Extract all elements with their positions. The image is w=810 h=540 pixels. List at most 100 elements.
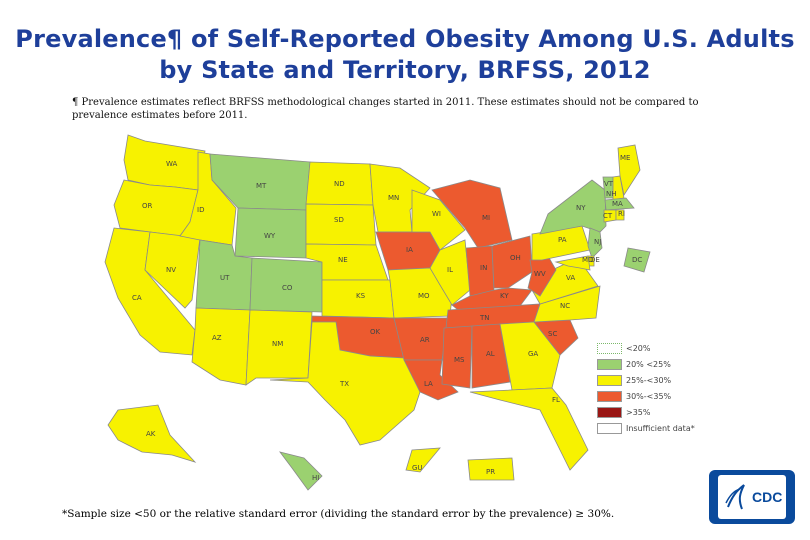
state-ME <box>617 144 641 197</box>
label-NJ: NJ <box>594 238 601 246</box>
label-MI: MI <box>482 214 490 222</box>
label-NM: NM <box>272 340 283 348</box>
label-DC: DC <box>632 256 642 264</box>
label-RI: RI <box>618 210 625 218</box>
state-LA <box>403 359 459 401</box>
legend-item: <20% <box>597 341 707 355</box>
state-OH <box>491 235 533 289</box>
legend-item: 30%-<35% <box>597 389 707 403</box>
state-FL <box>469 387 589 471</box>
legend: <20% 20% <25% 25%-<30% 30%-<35% >35% Insuffic… <box>597 341 707 437</box>
legend-item: 25%-<30% <box>597 373 707 387</box>
state-AK <box>107 404 197 463</box>
label-OH: OH <box>510 254 521 262</box>
hhs-eagle-icon <box>725 484 745 510</box>
legend-item: >35% <box>597 405 707 419</box>
label-SD: SD <box>334 216 344 224</box>
label-MO: MO <box>418 292 430 300</box>
label-KS: KS <box>356 292 366 300</box>
cdc-logo-inner: CDC <box>718 475 786 519</box>
state-GA <box>499 321 561 391</box>
label-WY: WY <box>264 232 276 240</box>
state-MS <box>441 325 473 389</box>
label-VA: VA <box>566 274 575 282</box>
label-ND: ND <box>334 180 345 188</box>
label-UT: UT <box>220 274 230 282</box>
label-OR: OR <box>142 202 153 210</box>
cdc-logo: CDC <box>709 470 795 524</box>
state-PR <box>467 457 515 481</box>
state-AZ <box>191 307 251 386</box>
state-NM <box>245 309 313 386</box>
legend-label: <20% <box>626 343 651 353</box>
label-KY: KY <box>500 292 509 300</box>
label-NV: NV <box>166 266 176 274</box>
legend-swatch <box>597 374 622 386</box>
label-CO: CO <box>282 284 293 292</box>
label-AR: AR <box>420 336 430 344</box>
label-SC: SC <box>548 330 557 338</box>
label-MS: MS <box>454 356 465 364</box>
label-IN: IN <box>480 264 487 272</box>
label-GU: GU <box>412 464 423 472</box>
label-HI: HI <box>312 474 319 482</box>
state-AL <box>471 323 511 389</box>
label-MN: MN <box>388 194 399 202</box>
state-NC <box>533 285 601 323</box>
label-WA: WA <box>166 160 178 168</box>
label-FL: FL <box>552 396 560 404</box>
cdc-logo-text: CDC <box>752 489 783 505</box>
label-ID: ID <box>197 206 204 214</box>
state-DC <box>623 247 651 273</box>
label-AZ: AZ <box>212 334 222 342</box>
label-NE: NE <box>338 256 348 264</box>
state-MD <box>554 255 591 271</box>
label-AL: AL <box>486 350 495 358</box>
label-MD: MD <box>582 256 593 264</box>
label-CA: CA <box>132 294 142 302</box>
label-WI: WI <box>432 210 441 218</box>
state-TX <box>269 321 421 446</box>
label-IA: IA <box>406 246 413 254</box>
label-NH: NH <box>606 190 617 198</box>
label-OK: OK <box>370 328 381 336</box>
legend-swatch <box>597 390 622 402</box>
label-TN: TN <box>479 314 490 322</box>
label-MT: MT <box>256 182 267 190</box>
legend-label: 25%-<30% <box>626 375 672 385</box>
legend-label: >35% <box>626 407 651 417</box>
label-LA: LA <box>424 380 433 388</box>
state-GU <box>405 447 441 473</box>
title-line-2: by State and Territory, BRFSS, 2012 <box>159 56 651 84</box>
state-NY <box>539 179 607 235</box>
state-HI <box>279 451 323 491</box>
state-OR <box>113 179 199 237</box>
state-NJ <box>587 227 603 259</box>
state-WA <box>123 134 206 191</box>
state-MN <box>369 163 431 233</box>
state-RI <box>615 209 625 221</box>
label-AK: AK <box>146 430 156 438</box>
state-SD <box>305 203 377 246</box>
footnote: *Sample size <50 or the relative standar… <box>62 508 615 520</box>
label-NC: NC <box>560 302 570 310</box>
label-IL: IL <box>447 266 453 274</box>
legend-swatch <box>597 342 622 354</box>
label-PA: PA <box>558 236 567 244</box>
legend-swatch <box>597 422 622 434</box>
label-GA: GA <box>528 350 538 358</box>
label-DE: DE <box>590 256 600 264</box>
map-title: Prevalence¶ of Self-Reported Obesity Amo… <box>0 24 810 86</box>
methodology-note: ¶ Prevalence estimates reflect BRFSS met… <box>72 97 699 121</box>
label-CT: CT <box>603 212 613 220</box>
label-VT: VT <box>604 180 614 188</box>
label-TX: TX <box>339 380 349 388</box>
label-MA: MA <box>612 200 623 208</box>
legend-label: 20% <25% <box>626 359 671 369</box>
legend-item: Insufficient data* <box>597 421 707 435</box>
label-NY: NY <box>576 204 586 212</box>
state-MA <box>604 197 635 211</box>
label-PR: PR <box>486 468 495 476</box>
legend-item: 20% <25% <box>597 357 707 371</box>
